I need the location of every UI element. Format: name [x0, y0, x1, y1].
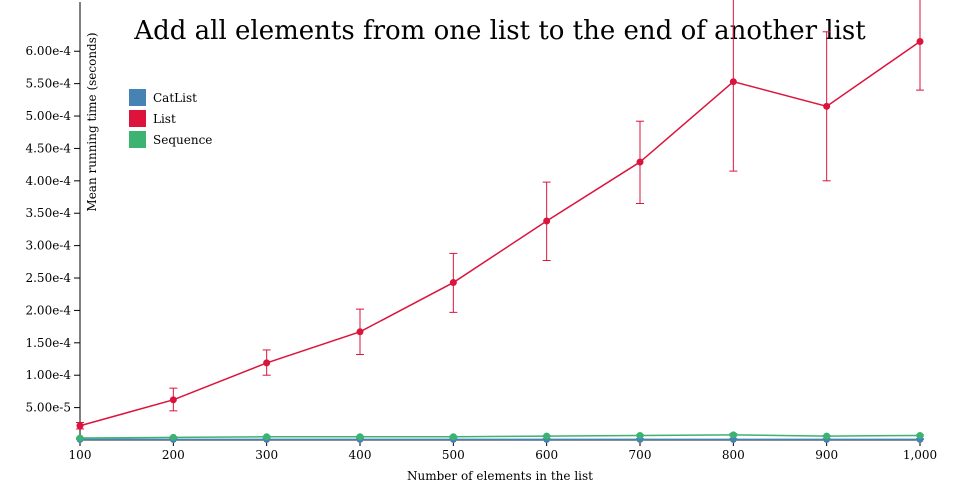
legend-label: List — [153, 112, 176, 126]
data-point — [729, 431, 737, 439]
data-point — [543, 432, 551, 440]
legend-swatch — [129, 131, 146, 148]
data-point — [76, 434, 84, 442]
legend-label: CatList — [153, 91, 197, 105]
y-tick-label: 1.50e-4 — [25, 336, 71, 350]
data-point — [636, 158, 644, 166]
series-line — [79, 434, 921, 439]
y-tick-label: 1.00e-4 — [25, 368, 71, 382]
data-point — [356, 328, 364, 336]
series-sequence — [76, 431, 924, 442]
x-axis-label: Number of elements in the list — [407, 469, 593, 483]
y-tick-label: 2.50e-4 — [25, 271, 71, 285]
legend-swatch — [129, 110, 146, 127]
y-tick-label: 3.00e-4 — [25, 239, 71, 253]
x-tick-label: 700 — [629, 448, 652, 462]
data-point — [356, 433, 364, 441]
x-tick-label: 500 — [442, 448, 465, 462]
y-tick-label: 5.00e-4 — [25, 109, 71, 123]
data-point — [169, 396, 177, 404]
x-tick-label: 100 — [69, 448, 92, 462]
y-tick-label: 5.50e-4 — [25, 77, 71, 91]
y-tick-label: 3.50e-4 — [25, 206, 71, 220]
data-point — [169, 433, 177, 441]
legend-swatch — [129, 89, 146, 106]
data-point — [263, 359, 271, 367]
legend-label: Sequence — [153, 133, 212, 147]
data-point — [823, 102, 831, 110]
y-tick-label: 4.50e-4 — [25, 141, 71, 155]
data-point — [823, 432, 831, 440]
data-point — [916, 431, 924, 439]
x-tick-label: 1,000 — [903, 448, 937, 462]
series-line — [79, 40, 921, 427]
data-point — [636, 431, 644, 439]
data-point — [543, 217, 551, 225]
plot-area — [76, 0, 924, 443]
data-point — [449, 433, 457, 441]
data-point — [449, 279, 457, 287]
data-point — [263, 433, 271, 441]
data-point — [729, 78, 737, 86]
x-tick-label: 900 — [815, 448, 838, 462]
y-tick-label: 5.00e-5 — [25, 401, 71, 415]
chart-title: Add all elements from one list to the en… — [133, 16, 866, 46]
x-tick-label: 300 — [255, 448, 278, 462]
x-tick-label: 600 — [535, 448, 558, 462]
y-tick-label: 2.00e-4 — [25, 303, 71, 317]
x-tick-label: 400 — [349, 448, 372, 462]
data-point — [76, 422, 84, 430]
legend: CatList List Sequence — [129, 89, 212, 148]
y-axis-label: Mean running time (seconds) — [85, 32, 99, 211]
x-tick-label: 800 — [722, 448, 745, 462]
y-axis: 5.00e-5 1.00e-4 1.50e-4 2.00e-4 2.50e-4 3.00e… — [25, 2, 81, 440]
y-tick-label: 6.00e-4 — [25, 44, 71, 58]
x-tick-label: 200 — [162, 448, 185, 462]
data-point — [916, 38, 924, 46]
y-tick-label: 4.00e-4 — [25, 174, 71, 188]
series-list — [76, 0, 924, 430]
x-axis: 100 200 300 400 500 600 700 800 900 1,000 — [69, 439, 937, 462]
